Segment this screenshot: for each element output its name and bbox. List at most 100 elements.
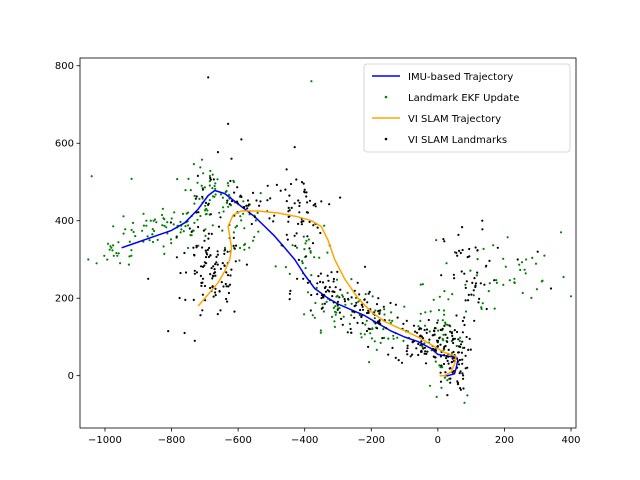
scatter-point <box>290 206 293 209</box>
scatter-point <box>215 255 218 258</box>
scatter-point <box>439 343 442 346</box>
scatter-point <box>223 252 226 255</box>
scatter-point <box>523 268 526 271</box>
scatter-point <box>204 228 207 231</box>
scatter-point <box>569 295 573 298</box>
scatter-point <box>421 283 424 286</box>
scatter-point <box>377 321 380 325</box>
scatter-point <box>303 191 306 194</box>
x-tick-label: −200 <box>358 435 385 446</box>
scatter-point <box>246 199 250 202</box>
scatter-point <box>383 313 386 316</box>
scatter-point <box>193 339 196 342</box>
scatter-point <box>300 223 303 226</box>
scatter-point <box>230 157 233 160</box>
series-0-line <box>121 189 459 377</box>
scatter-point <box>417 353 420 357</box>
scatter-point <box>474 282 478 285</box>
scatter-point <box>423 324 427 327</box>
scatter-point <box>442 238 445 241</box>
scatter-point <box>378 312 381 315</box>
scatter-point <box>245 263 248 266</box>
scatter-point <box>463 401 466 404</box>
scatter-point <box>439 328 442 331</box>
scatter-point <box>212 275 215 278</box>
scatter-point <box>142 212 145 215</box>
scatter-point <box>396 316 399 319</box>
scatter-point <box>458 249 461 252</box>
scatter-point <box>201 188 205 191</box>
scatter-point <box>348 322 351 325</box>
scatter-point <box>226 300 229 303</box>
scatter-point <box>219 267 222 270</box>
scatter-point <box>313 316 316 319</box>
scatter-point <box>227 205 230 208</box>
scatter-point <box>338 307 341 310</box>
scatter-point <box>506 236 509 239</box>
scatter-point <box>464 310 468 313</box>
scatter-point <box>209 169 212 172</box>
scatter-point <box>451 334 454 337</box>
scatter-point <box>338 311 341 314</box>
scatter-point <box>319 329 322 332</box>
scatter-point <box>437 309 441 312</box>
scatter-point <box>461 331 464 334</box>
scatter-point <box>160 213 164 217</box>
scatter-point <box>336 300 340 303</box>
scatter-point <box>456 380 459 383</box>
scatter-point <box>461 226 464 229</box>
scatter-point <box>422 347 425 350</box>
scatter-point <box>453 356 456 359</box>
scatter-point <box>302 235 305 238</box>
scatter-point <box>448 324 451 327</box>
scatter-point <box>205 251 208 254</box>
scatter-point <box>211 195 215 198</box>
scatter-point <box>383 308 386 311</box>
scatter-point <box>269 197 272 200</box>
scatter-point <box>106 242 110 245</box>
scatter-point <box>117 252 120 255</box>
scatter-point <box>424 350 427 353</box>
scatter-point <box>338 296 341 299</box>
scatter-point <box>339 196 342 199</box>
scatter-point <box>485 307 488 311</box>
scatter-point <box>318 256 321 259</box>
scatter-point <box>176 178 179 181</box>
scatter-point <box>187 246 190 250</box>
scatter-point <box>411 353 414 356</box>
scatter-point <box>314 301 317 305</box>
scatter-point <box>207 203 210 206</box>
scatter-point <box>103 254 106 257</box>
scatter-point <box>405 350 408 353</box>
scatter-point <box>428 384 432 387</box>
scatter-point <box>216 263 219 266</box>
scatter-point <box>252 239 255 242</box>
scatter-point <box>335 295 338 298</box>
scatter-point <box>188 227 191 230</box>
scatter-point <box>339 288 342 291</box>
scatter-point <box>365 319 368 322</box>
scatter-point <box>471 281 474 284</box>
scatter-point <box>495 281 498 284</box>
series-2-line <box>197 210 457 377</box>
scatter-point <box>304 267 307 270</box>
scatter-point <box>309 251 312 254</box>
scatter-point <box>516 258 519 261</box>
scatter-point <box>321 281 325 284</box>
scatter-point <box>472 294 475 297</box>
scatter-point <box>481 228 484 231</box>
scatter-point <box>446 323 449 326</box>
scatter-point <box>433 348 437 351</box>
scatter-point <box>274 265 277 268</box>
scatter-point <box>327 279 330 282</box>
scatter-point <box>426 350 429 353</box>
scatter-point <box>416 331 419 334</box>
scatter-point <box>461 362 464 365</box>
scatter-point <box>456 383 460 386</box>
scatter-point <box>388 319 391 322</box>
scatter-point <box>212 178 215 181</box>
scatter-point <box>332 301 335 304</box>
scatter-point <box>294 244 297 247</box>
scatter-point <box>223 246 226 249</box>
